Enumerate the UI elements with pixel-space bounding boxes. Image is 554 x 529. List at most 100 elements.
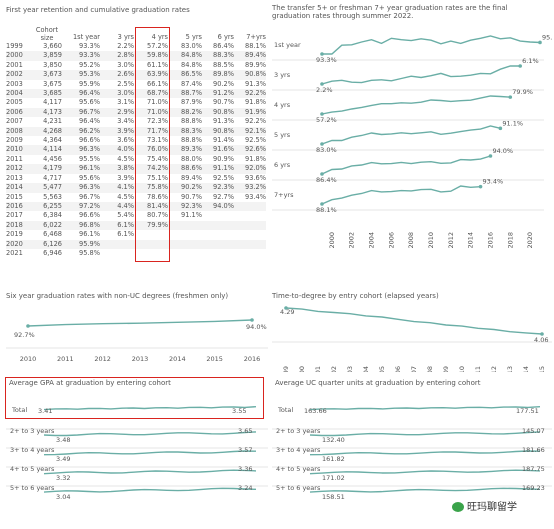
retention-row: 2003 3,675 95.9% 2.5% 66.1% 87.4% 90.2% 91.3%	[6, 80, 266, 89]
transfer-row-label: 4 yrs	[274, 101, 291, 109]
retention-cell: 90.2%	[181, 183, 202, 192]
units-row-label: 2+ to 3 years	[276, 427, 321, 435]
retention-cell: 71.0%	[147, 107, 168, 116]
retention-row: 2009 4,364 96.6% 3.6% 73.1% 88.8% 91.4% 92.5%	[6, 136, 266, 145]
retention-row: 2000 3,859 93.3% 2.8% 59.8% 84.8% 88.3% 89.4%	[6, 51, 266, 61]
retention-title: First year retention and cumulative grad…	[6, 6, 190, 14]
transfer-chart: 1st year 93.3% 95.8% 3 yrs 2.2% 6.1% 4 yrs 57.2…	[272, 33, 552, 249]
retention-cell: 2.8%	[117, 51, 134, 60]
retention-cell: 5.4%	[117, 211, 134, 220]
retention-cell: 3.9%	[117, 126, 134, 135]
retention-cell	[234, 221, 266, 230]
retention-cell	[202, 211, 234, 220]
units-row-start: 161.82	[322, 455, 345, 463]
retention-cell: 66.1%	[147, 79, 168, 88]
retention-cell: 76.0%	[147, 145, 168, 154]
retention-panel: First year retention and cumulative grad…	[6, 6, 268, 258]
retention-cell: 63.9%	[147, 70, 168, 79]
retention-cell: 4,114	[43, 145, 62, 154]
retention-cell: 74.2%	[147, 164, 168, 173]
retention-cell: 89.4%	[181, 173, 202, 182]
retention-cell: 90.7%	[213, 98, 234, 107]
gpa-row-label: 3+ to 4 years	[10, 446, 55, 454]
retention-row: 2010 4,114 96.3% 4.0% 76.0% 89.3% 91.6% 92.6%	[6, 145, 266, 155]
retention-cell	[168, 249, 202, 258]
retention-row: 2015 5,563 96.7% 4.5% 78.6% 90.7% 92.7% 93.4%	[6, 193, 266, 202]
retention-cohort-year: 2001	[6, 60, 23, 69]
gpa-row-line	[43, 431, 257, 437]
retention-cell: 96.4%	[79, 117, 100, 126]
transfer-end-label: 95.8%	[542, 33, 552, 41]
units-row-label: 4+ to 5 years	[276, 465, 321, 473]
retention-cell: 79.9%	[147, 220, 168, 229]
transfer-start-point	[320, 112, 324, 116]
units-title: Average UC quarter units at graduation b…	[275, 379, 481, 387]
units-panel: Average UC quarter units at graduation b…	[272, 379, 552, 529]
transfer-title-line2: graduation rates through summer 2022.	[272, 12, 414, 20]
retention-cell: 91.1%	[181, 211, 202, 220]
transfer-x-tick: 2000	[328, 232, 336, 249]
gpa-row-line	[43, 487, 257, 493]
retention-cell: 6,022	[43, 220, 62, 229]
retention-cell: 89.3%	[181, 145, 202, 154]
units-row-line	[309, 487, 541, 493]
retention-cell: 93.6%	[245, 173, 266, 182]
retention-cell: 96.7%	[79, 192, 100, 201]
transfer-end-label: 94.0%	[492, 147, 513, 155]
retention-cell: 6,255	[43, 201, 62, 210]
retention-cell	[234, 249, 266, 258]
transfer-end-point	[518, 64, 522, 68]
retention-cell: 87.9%	[181, 98, 202, 107]
retention-cell: 57.2%	[147, 42, 168, 50]
retention-row: 2016 6,255 97.2% 4.4% 81.4% 92.3% 94.0%	[6, 201, 266, 212]
ttd-x-tick: 2008	[426, 366, 434, 372]
retention-cell: 88.3%	[181, 126, 202, 135]
retention-cell: 80.7%	[147, 211, 168, 220]
retention-row: 2004 3,685 96.4% 3.0% 68.7% 88.7% 91.2% 92.2%	[6, 89, 266, 99]
gpa-row-label: 2+ to 3 years	[10, 427, 55, 435]
ttd-start-label: 4.29	[280, 308, 294, 316]
retention-row: 2013 4,717 95.6% 3.9% 75.1% 89.4% 92.5% 93.6%	[6, 174, 266, 183]
transfer-x-tick: 2004	[368, 232, 376, 249]
six-year-panel: Six year graduation rates with non-UC de…	[6, 292, 268, 370]
gpa-row-start: 3.49	[56, 455, 70, 463]
gpa-total-line	[43, 406, 257, 411]
retention-row: 2020 6,126 95.9%	[6, 239, 266, 249]
retention-cell: 73.1%	[147, 136, 168, 145]
transfer-row-label: 5 yrs	[274, 131, 291, 139]
transfer-series-line	[321, 155, 491, 175]
units-total-start: 163.66	[304, 407, 327, 415]
retention-cell: 3.1%	[117, 98, 134, 107]
retention-cell: 93.4%	[245, 192, 266, 201]
retention-cell: 92.2%	[245, 89, 266, 98]
transfer-start-label: 93.3%	[316, 56, 337, 64]
retention-header-cell: 6 yrs	[217, 32, 234, 41]
units-row-label: 3+ to 4 years	[276, 446, 321, 454]
retention-cohort-year: 2019	[6, 230, 23, 239]
transfer-end-point	[508, 95, 513, 99]
six-year-end-point	[250, 318, 254, 322]
retention-cell: 81.4%	[147, 201, 168, 210]
six-year-end-label: 94.0%	[246, 323, 267, 331]
retention-cell: 4.0%	[117, 145, 134, 154]
retention-cell: 4,173	[43, 107, 62, 116]
retention-row: 2019 6,468 96.1% 6.1%	[6, 230, 266, 239]
wechat-icon	[452, 502, 464, 512]
retention-cell: 88.2%	[181, 107, 202, 116]
retention-cell: 96.3%	[79, 145, 100, 154]
retention-cohort-year: 2021	[6, 248, 23, 257]
units-row-start: 158.51	[322, 493, 345, 501]
retention-cell: 91.2%	[213, 89, 234, 98]
retention-cell: 6.1%	[117, 220, 134, 229]
watermark: 旺玛聊留学	[452, 498, 517, 513]
gpa-row-end: 3.57	[238, 446, 252, 454]
retention-cell: 4.5%	[117, 192, 134, 201]
retention-row: 2006 4,173 96.7% 2.9% 71.0% 88.2% 90.8% 91.9%	[6, 107, 266, 118]
retention-cell: 78.6%	[147, 192, 168, 201]
ttd-x-tick: 2010	[458, 366, 466, 372]
transfer-start-point	[320, 52, 324, 56]
ttd-x-tick: 2006	[394, 366, 402, 372]
retention-cell: 92.3%	[213, 183, 234, 192]
